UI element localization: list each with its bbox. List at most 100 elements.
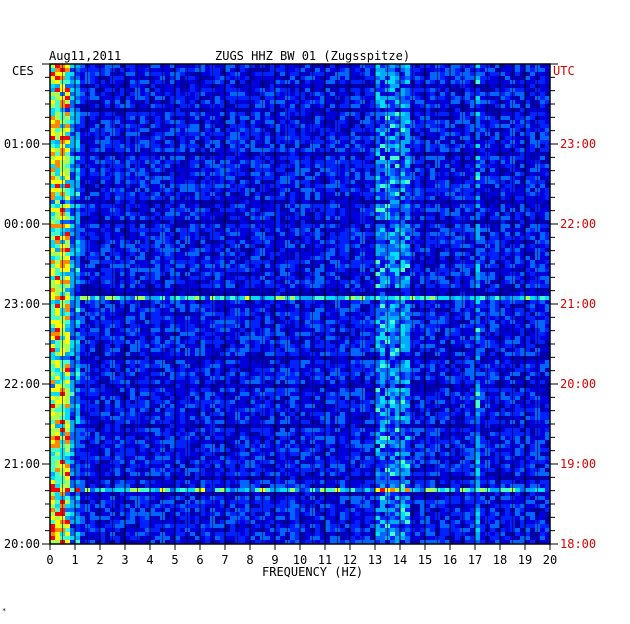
- spectrogram-cell: [500, 148, 506, 152]
- spectrogram-cell: [365, 104, 371, 108]
- spectrogram-cell: [425, 248, 431, 252]
- spectrogram-cell: [195, 80, 201, 84]
- spectrogram-cell: [150, 80, 156, 84]
- spectrogram-cell: [240, 176, 246, 180]
- spectrogram-cell: [380, 128, 386, 132]
- spectrogram-cell: [190, 216, 196, 220]
- spectrogram-cell: [290, 100, 296, 104]
- spectrogram-cell: [380, 224, 386, 228]
- spectrogram-cell: [400, 208, 406, 212]
- spectrogram-cell: [295, 64, 301, 68]
- spectrogram-cell: [95, 80, 101, 84]
- spectrogram-cell: [345, 180, 351, 184]
- spectrogram-cell: [390, 116, 396, 120]
- spectrogram-cell: [215, 164, 221, 168]
- spectrogram-cell: [95, 72, 101, 76]
- spectrogram-cell: [525, 240, 531, 244]
- spectrogram-cell: [365, 248, 371, 252]
- spectrogram-cell: [280, 72, 286, 76]
- spectrogram-cell: [170, 224, 176, 228]
- spectrogram-cell: [145, 136, 151, 140]
- spectrogram-cell: [180, 96, 186, 100]
- spectrogram-cell: [470, 188, 476, 192]
- spectrogram-cell: [120, 164, 126, 168]
- spectrogram-cell: [270, 140, 276, 144]
- spectrogram-cell: [405, 176, 411, 180]
- spectrogram-cell: [270, 212, 276, 216]
- spectrogram-cell: [270, 248, 276, 252]
- spectrogram-cell: [275, 148, 281, 152]
- spectrogram-cell: [430, 168, 436, 172]
- spectrogram-cell: [530, 176, 536, 180]
- spectrogram-cell: [520, 228, 526, 232]
- spectrogram-cell: [465, 252, 471, 256]
- spectrogram-cell: [175, 176, 181, 180]
- spectrogram-cell: [265, 76, 271, 80]
- spectrogram-cell: [90, 100, 96, 104]
- spectrogram-cell: [115, 164, 121, 168]
- spectrogram-cell: [120, 236, 126, 240]
- spectrogram-cell: [175, 88, 181, 92]
- spectrogram-cell: [240, 96, 246, 100]
- spectrogram-cell: [345, 184, 351, 188]
- spectrogram-cell: [90, 140, 96, 144]
- spectrogram-cell: [70, 232, 76, 236]
- spectrogram-cell: [330, 100, 336, 104]
- spectrogram-cell: [340, 240, 346, 244]
- spectrogram-cell: [250, 108, 256, 112]
- spectrogram-cell: [150, 232, 156, 236]
- spectrogram-cell: [405, 256, 411, 260]
- spectrogram-cell: [365, 164, 371, 168]
- spectrogram-cell: [520, 148, 526, 152]
- spectrogram-cell: [130, 76, 136, 80]
- spectrogram-cell: [240, 180, 246, 184]
- spectrogram-cell: [455, 84, 461, 88]
- spectrogram-cell: [345, 252, 351, 256]
- spectrogram-cell: [325, 68, 331, 72]
- spectrogram-cell: [340, 244, 346, 248]
- spectrogram-cell: [265, 148, 271, 152]
- spectrogram-cell: [450, 212, 456, 216]
- spectrogram-cell: [230, 176, 236, 180]
- spectrogram-cell: [300, 88, 306, 92]
- spectrogram-cell: [130, 248, 136, 252]
- spectrogram-cell: [255, 192, 261, 196]
- spectrogram-cell: [245, 248, 251, 252]
- spectrogram-cell: [480, 72, 486, 76]
- spectrogram-cell: [540, 112, 546, 116]
- spectrogram-cell: [545, 192, 551, 196]
- spectrogram-cell: [525, 164, 531, 168]
- spectrogram-cell: [255, 236, 261, 240]
- spectrogram-cell: [525, 172, 531, 176]
- spectrogram-cell: [190, 240, 196, 244]
- spectrogram-cell: [375, 220, 381, 224]
- spectrogram-cell: [155, 140, 161, 144]
- spectrogram-cell: [430, 92, 436, 96]
- spectrogram-cell: [150, 120, 156, 124]
- spectrogram-cell: [170, 208, 176, 212]
- spectrogram-cell: [505, 156, 511, 160]
- spectrogram-cell: [70, 88, 76, 92]
- spectrogram-cell: [180, 168, 186, 172]
- spectrogram-cell: [400, 184, 406, 188]
- spectrogram-cell: [490, 100, 496, 104]
- spectrogram-cell: [390, 196, 396, 200]
- spectrogram-cell: [490, 256, 496, 260]
- spectrogram-cell: [75, 124, 81, 128]
- spectrogram-cell: [95, 68, 101, 72]
- spectrogram-cell: [275, 196, 281, 200]
- spectrogram-cell: [530, 152, 536, 156]
- spectrogram-cell: [170, 164, 176, 168]
- spectrogram-cell: [180, 112, 186, 116]
- spectrogram-cell: [265, 64, 271, 68]
- spectrogram-cell: [330, 76, 336, 80]
- spectrogram-cell: [170, 140, 176, 144]
- spectrogram-cell: [255, 220, 261, 224]
- spectrogram-cell: [475, 92, 481, 96]
- spectrogram-cell: [230, 92, 236, 96]
- spectrogram-cell: [120, 124, 126, 128]
- spectrogram-cell: [365, 144, 371, 148]
- spectrogram-cell: [355, 180, 361, 184]
- spectrogram-cell: [255, 156, 261, 160]
- spectrogram-cell: [255, 164, 261, 168]
